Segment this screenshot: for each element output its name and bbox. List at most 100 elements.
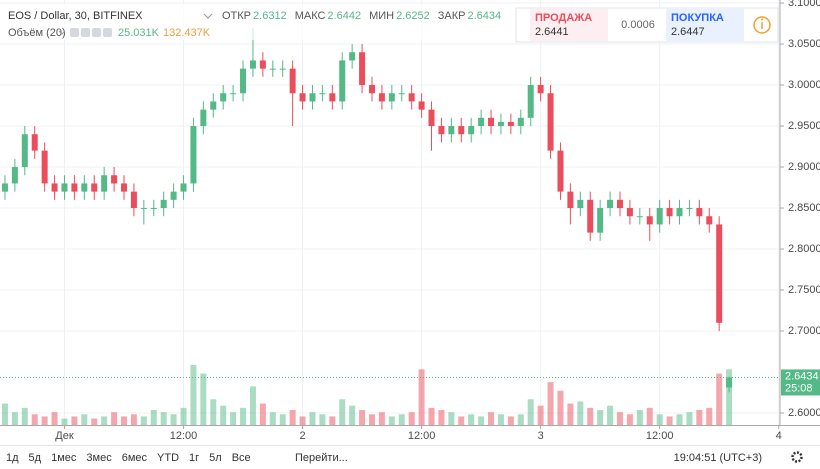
candle-body bbox=[81, 183, 88, 192]
volume-bar bbox=[299, 416, 306, 425]
volume-bar bbox=[607, 405, 614, 425]
buy-label: ПОКУПКА bbox=[671, 12, 724, 24]
volume-bar bbox=[448, 412, 455, 425]
volume-bar bbox=[626, 414, 633, 425]
volume-bar bbox=[517, 414, 524, 425]
volume-bar bbox=[150, 410, 157, 425]
range-button[interactable]: Все bbox=[232, 452, 251, 464]
symbol-title: EOS / Dollar, 30, BITFINEX bbox=[8, 10, 143, 22]
candle-body bbox=[101, 175, 108, 192]
volume-bar bbox=[309, 412, 316, 425]
range-button[interactable]: 5д bbox=[29, 452, 42, 464]
buy-value: 2.6447 bbox=[671, 26, 705, 38]
candle-body bbox=[557, 150, 564, 192]
candle-body bbox=[339, 60, 346, 102]
candle-body bbox=[150, 208, 157, 210]
goto-button[interactable]: Перейти... bbox=[295, 452, 348, 464]
y-tick-label: 3.0000 bbox=[788, 79, 820, 91]
range-button[interactable]: 1г bbox=[189, 452, 199, 464]
volume-bar bbox=[259, 403, 266, 425]
volume-bar bbox=[587, 407, 594, 425]
candle-body bbox=[51, 183, 58, 192]
y-tick-label: 2.8000 bbox=[788, 243, 820, 255]
indicator-button[interactable] bbox=[81, 28, 90, 37]
range-button[interactable]: 6мес bbox=[122, 452, 148, 464]
volume-bar bbox=[676, 414, 683, 425]
volume-bar bbox=[656, 414, 663, 425]
candle-body bbox=[71, 183, 78, 192]
y-tick-label: 2.7500 bbox=[788, 284, 820, 296]
range-button[interactable]: YTD bbox=[157, 452, 179, 464]
volume-bar bbox=[190, 365, 197, 425]
volume-bar bbox=[726, 369, 733, 425]
volume-bar bbox=[220, 405, 227, 425]
candle-body bbox=[686, 208, 693, 210]
volume-bar bbox=[329, 416, 336, 425]
grid bbox=[0, 0, 780, 425]
candle-body bbox=[41, 150, 48, 184]
volume-bar bbox=[507, 416, 514, 425]
candle-body bbox=[1, 183, 8, 192]
dropdown-arrow bbox=[58, 30, 66, 35]
volume-bar bbox=[279, 414, 286, 425]
candle-body bbox=[170, 191, 177, 200]
candle-body bbox=[706, 216, 713, 225]
range-button[interactable]: 5л bbox=[209, 452, 222, 464]
volume-bar bbox=[11, 412, 18, 425]
candle-body bbox=[656, 208, 663, 225]
volume-bar bbox=[488, 412, 495, 425]
x-tick-label: 12:00 bbox=[408, 430, 436, 442]
volume-bar bbox=[398, 414, 405, 425]
candle-body bbox=[646, 216, 653, 225]
volume-bar bbox=[597, 410, 604, 425]
settings-icon[interactable] bbox=[791, 451, 803, 463]
y-tick-label: 3.0500 bbox=[788, 38, 820, 50]
candle-body bbox=[368, 85, 375, 94]
volume-bar bbox=[706, 407, 713, 425]
volume-bar bbox=[478, 416, 485, 425]
candle-body bbox=[190, 126, 197, 184]
indicator-button[interactable] bbox=[92, 28, 101, 37]
range-button[interactable]: 3мес bbox=[86, 452, 112, 464]
x-tick-label: 3 bbox=[538, 430, 544, 442]
volume-bar bbox=[696, 410, 703, 425]
candle-body bbox=[527, 85, 534, 118]
candle-body bbox=[398, 93, 405, 95]
candle-body bbox=[726, 377, 733, 388]
last-price-label: 2.6434 bbox=[785, 370, 819, 382]
info-icon-dot bbox=[761, 18, 763, 21]
volume-bar bbox=[240, 407, 247, 425]
clock: 19:04:51 (UTC+3) bbox=[674, 452, 762, 464]
candle-body bbox=[517, 117, 524, 127]
buy-box[interactable] bbox=[666, 9, 744, 41]
y-tick-label: 2.7000 bbox=[788, 325, 820, 337]
x-tick-label: Дек bbox=[55, 430, 74, 442]
range-button[interactable]: 1д bbox=[6, 452, 19, 464]
range-button[interactable]: 1мес bbox=[51, 452, 77, 464]
x-tick-label: 2 bbox=[299, 430, 305, 442]
indicator-button[interactable] bbox=[70, 28, 79, 37]
indicator-button[interactable] bbox=[103, 28, 112, 37]
candle-body bbox=[378, 93, 385, 102]
sell-box[interactable] bbox=[530, 9, 608, 41]
volume-bar bbox=[130, 414, 137, 425]
volume-bar bbox=[388, 416, 395, 425]
volume-bar bbox=[359, 410, 366, 425]
volume-bar bbox=[1, 403, 8, 425]
volume-bar bbox=[527, 399, 534, 425]
volume-bar bbox=[547, 382, 554, 425]
candle-body bbox=[31, 134, 38, 151]
candle-body bbox=[269, 68, 276, 70]
volume-bar bbox=[646, 407, 653, 425]
candle-body bbox=[240, 68, 247, 94]
y-tick-label: 2.8500 bbox=[788, 202, 820, 214]
candle-body bbox=[21, 134, 28, 168]
x-tick-label: 12:00 bbox=[170, 430, 198, 442]
volume-bar bbox=[716, 373, 723, 425]
info-icon[interactable] bbox=[753, 16, 771, 34]
volume-bar bbox=[31, 414, 38, 425]
volume-bar bbox=[616, 412, 623, 425]
volume-bar bbox=[230, 412, 237, 425]
x-tick-label: 12:00 bbox=[646, 430, 674, 442]
